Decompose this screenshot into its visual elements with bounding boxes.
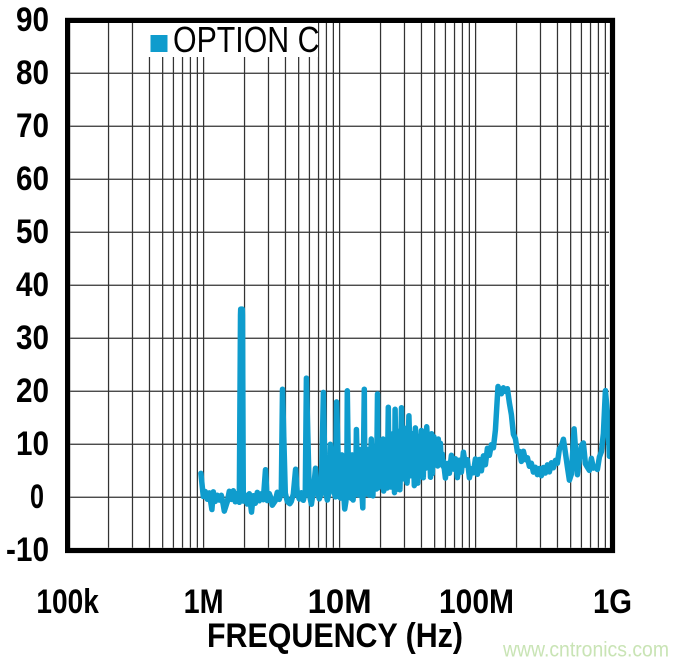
svg-text:10M: 10M <box>308 583 372 621</box>
svg-text:50: 50 <box>16 213 49 251</box>
svg-text:100M: 100M <box>439 583 514 621</box>
svg-text:100k: 100k <box>36 583 98 621</box>
svg-text:30: 30 <box>16 319 49 357</box>
svg-text:www.cntronics.com: www.cntronics.com <box>502 638 669 662</box>
svg-text:0: 0 <box>30 478 44 516</box>
svg-text:80: 80 <box>16 54 49 92</box>
svg-text:10: 10 <box>16 425 49 463</box>
svg-text:1M: 1M <box>184 583 224 621</box>
svg-text:40: 40 <box>16 266 49 304</box>
svg-text:60: 60 <box>16 160 49 198</box>
svg-text:90: 90 <box>16 1 49 39</box>
svg-text:-10: -10 <box>6 531 49 569</box>
svg-text:FREQUENCY (Hz): FREQUENCY (Hz) <box>207 617 463 655</box>
svg-text:20: 20 <box>16 372 49 410</box>
svg-text:OPTION C: OPTION C <box>173 19 320 60</box>
svg-text:1G: 1G <box>593 583 632 621</box>
svg-text:70: 70 <box>16 107 49 145</box>
